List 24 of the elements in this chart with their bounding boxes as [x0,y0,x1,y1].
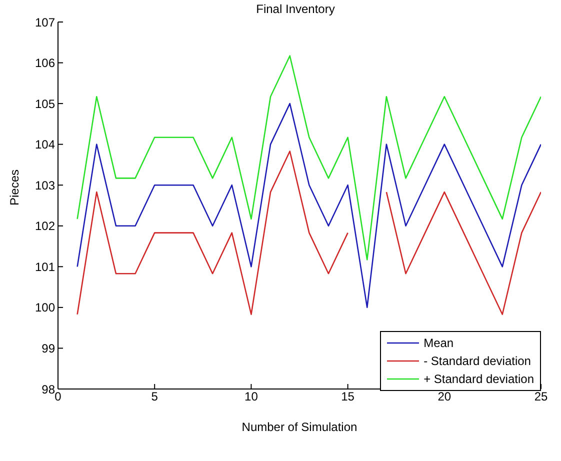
x-tick-label: 10 [244,390,258,404]
legend-label: + Standard deviation [424,372,534,386]
y-axis-title: Pieces [7,169,22,206]
legend-label: Mean [424,336,454,350]
x-axis-title: Number of Simulation [242,420,358,434]
y-tick-label: 100 [34,300,56,315]
y-tick-label: 99 [42,341,56,356]
y-tick-label: 98 [42,382,56,396]
x-tick-label: 20 [438,390,452,404]
y-tick-label: 104 [34,138,56,152]
x-tick-label: 25 [534,390,548,404]
line-series [76,102,541,308]
x-tick-label: 15 [341,390,355,404]
y-tick-label: 102 [34,219,56,234]
y-tick-label: 106 [34,56,56,70]
line-series [76,55,541,260]
y-tick-label: 101 [34,260,56,274]
y-tick-label: 105 [34,96,56,111]
x-tick-label: 5 [151,390,158,404]
x-tick-label: 0 [54,390,62,404]
y-tick-label: 107 [34,15,56,30]
legend-label: - Standard deviation [424,354,531,368]
y-tick-label: 103 [34,178,56,192]
chart-title: Final Inventory [255,2,336,16]
